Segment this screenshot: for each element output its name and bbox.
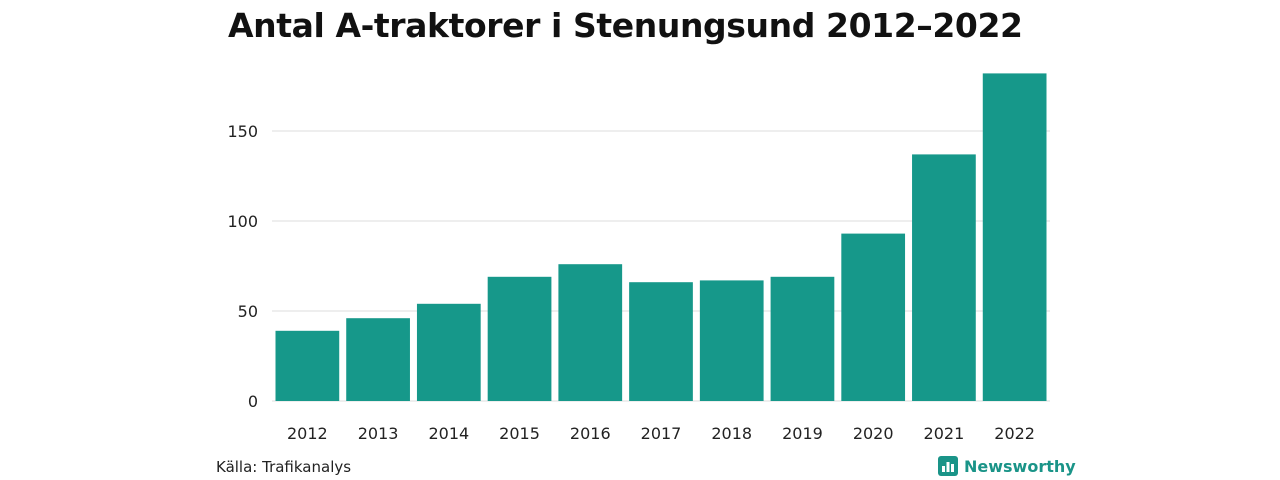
bar-2013 (346, 318, 410, 401)
x-tick-label: 2016 (570, 424, 611, 443)
x-tick-label: 2014 (428, 424, 469, 443)
bar-2021 (912, 154, 976, 401)
y-axis-ticks: 0 50 100 150 (227, 122, 258, 411)
x-tick-label: 2022 (994, 424, 1035, 443)
bar-2012 (275, 330, 340, 401)
bar-2015 (487, 276, 552, 401)
bar-2016 (558, 264, 623, 401)
y-tick-label: 50 (238, 302, 258, 321)
x-tick-label: 2020 (853, 424, 894, 443)
x-tick-label: 2019 (782, 424, 823, 443)
bar-chart-icon (938, 456, 958, 476)
bar-2017 (629, 282, 693, 401)
bar-2014 (416, 303, 481, 401)
brand-logo: Newsworthy (938, 456, 1076, 476)
x-axis-ticks: 2012 2013 2014 2015 2016 2017 2018 2019 2020 2021… (287, 424, 1035, 443)
bar-2022 (982, 73, 1047, 402)
x-tick-label: 2021 (924, 424, 965, 443)
bar-2019 (770, 276, 835, 401)
x-tick-label: 2012 (287, 424, 328, 443)
y-tick-label: 100 (227, 212, 258, 231)
x-tick-label: 2013 (358, 424, 399, 443)
bar-2018 (699, 280, 764, 401)
chart-title: Antal A-traktorer i Stenungsund 2012–202… (228, 6, 1023, 45)
y-tick-label: 0 (248, 392, 258, 411)
source-note: Källa: Trafikanalys (216, 458, 352, 476)
bar-2020 (841, 233, 906, 401)
x-tick-label: 2015 (499, 424, 540, 443)
y-tick-label: 150 (227, 122, 258, 141)
brand-name: Newsworthy (964, 456, 1076, 476)
x-tick-label: 2017 (641, 424, 682, 443)
bars (275, 73, 1047, 402)
x-tick-label: 2018 (711, 424, 752, 443)
